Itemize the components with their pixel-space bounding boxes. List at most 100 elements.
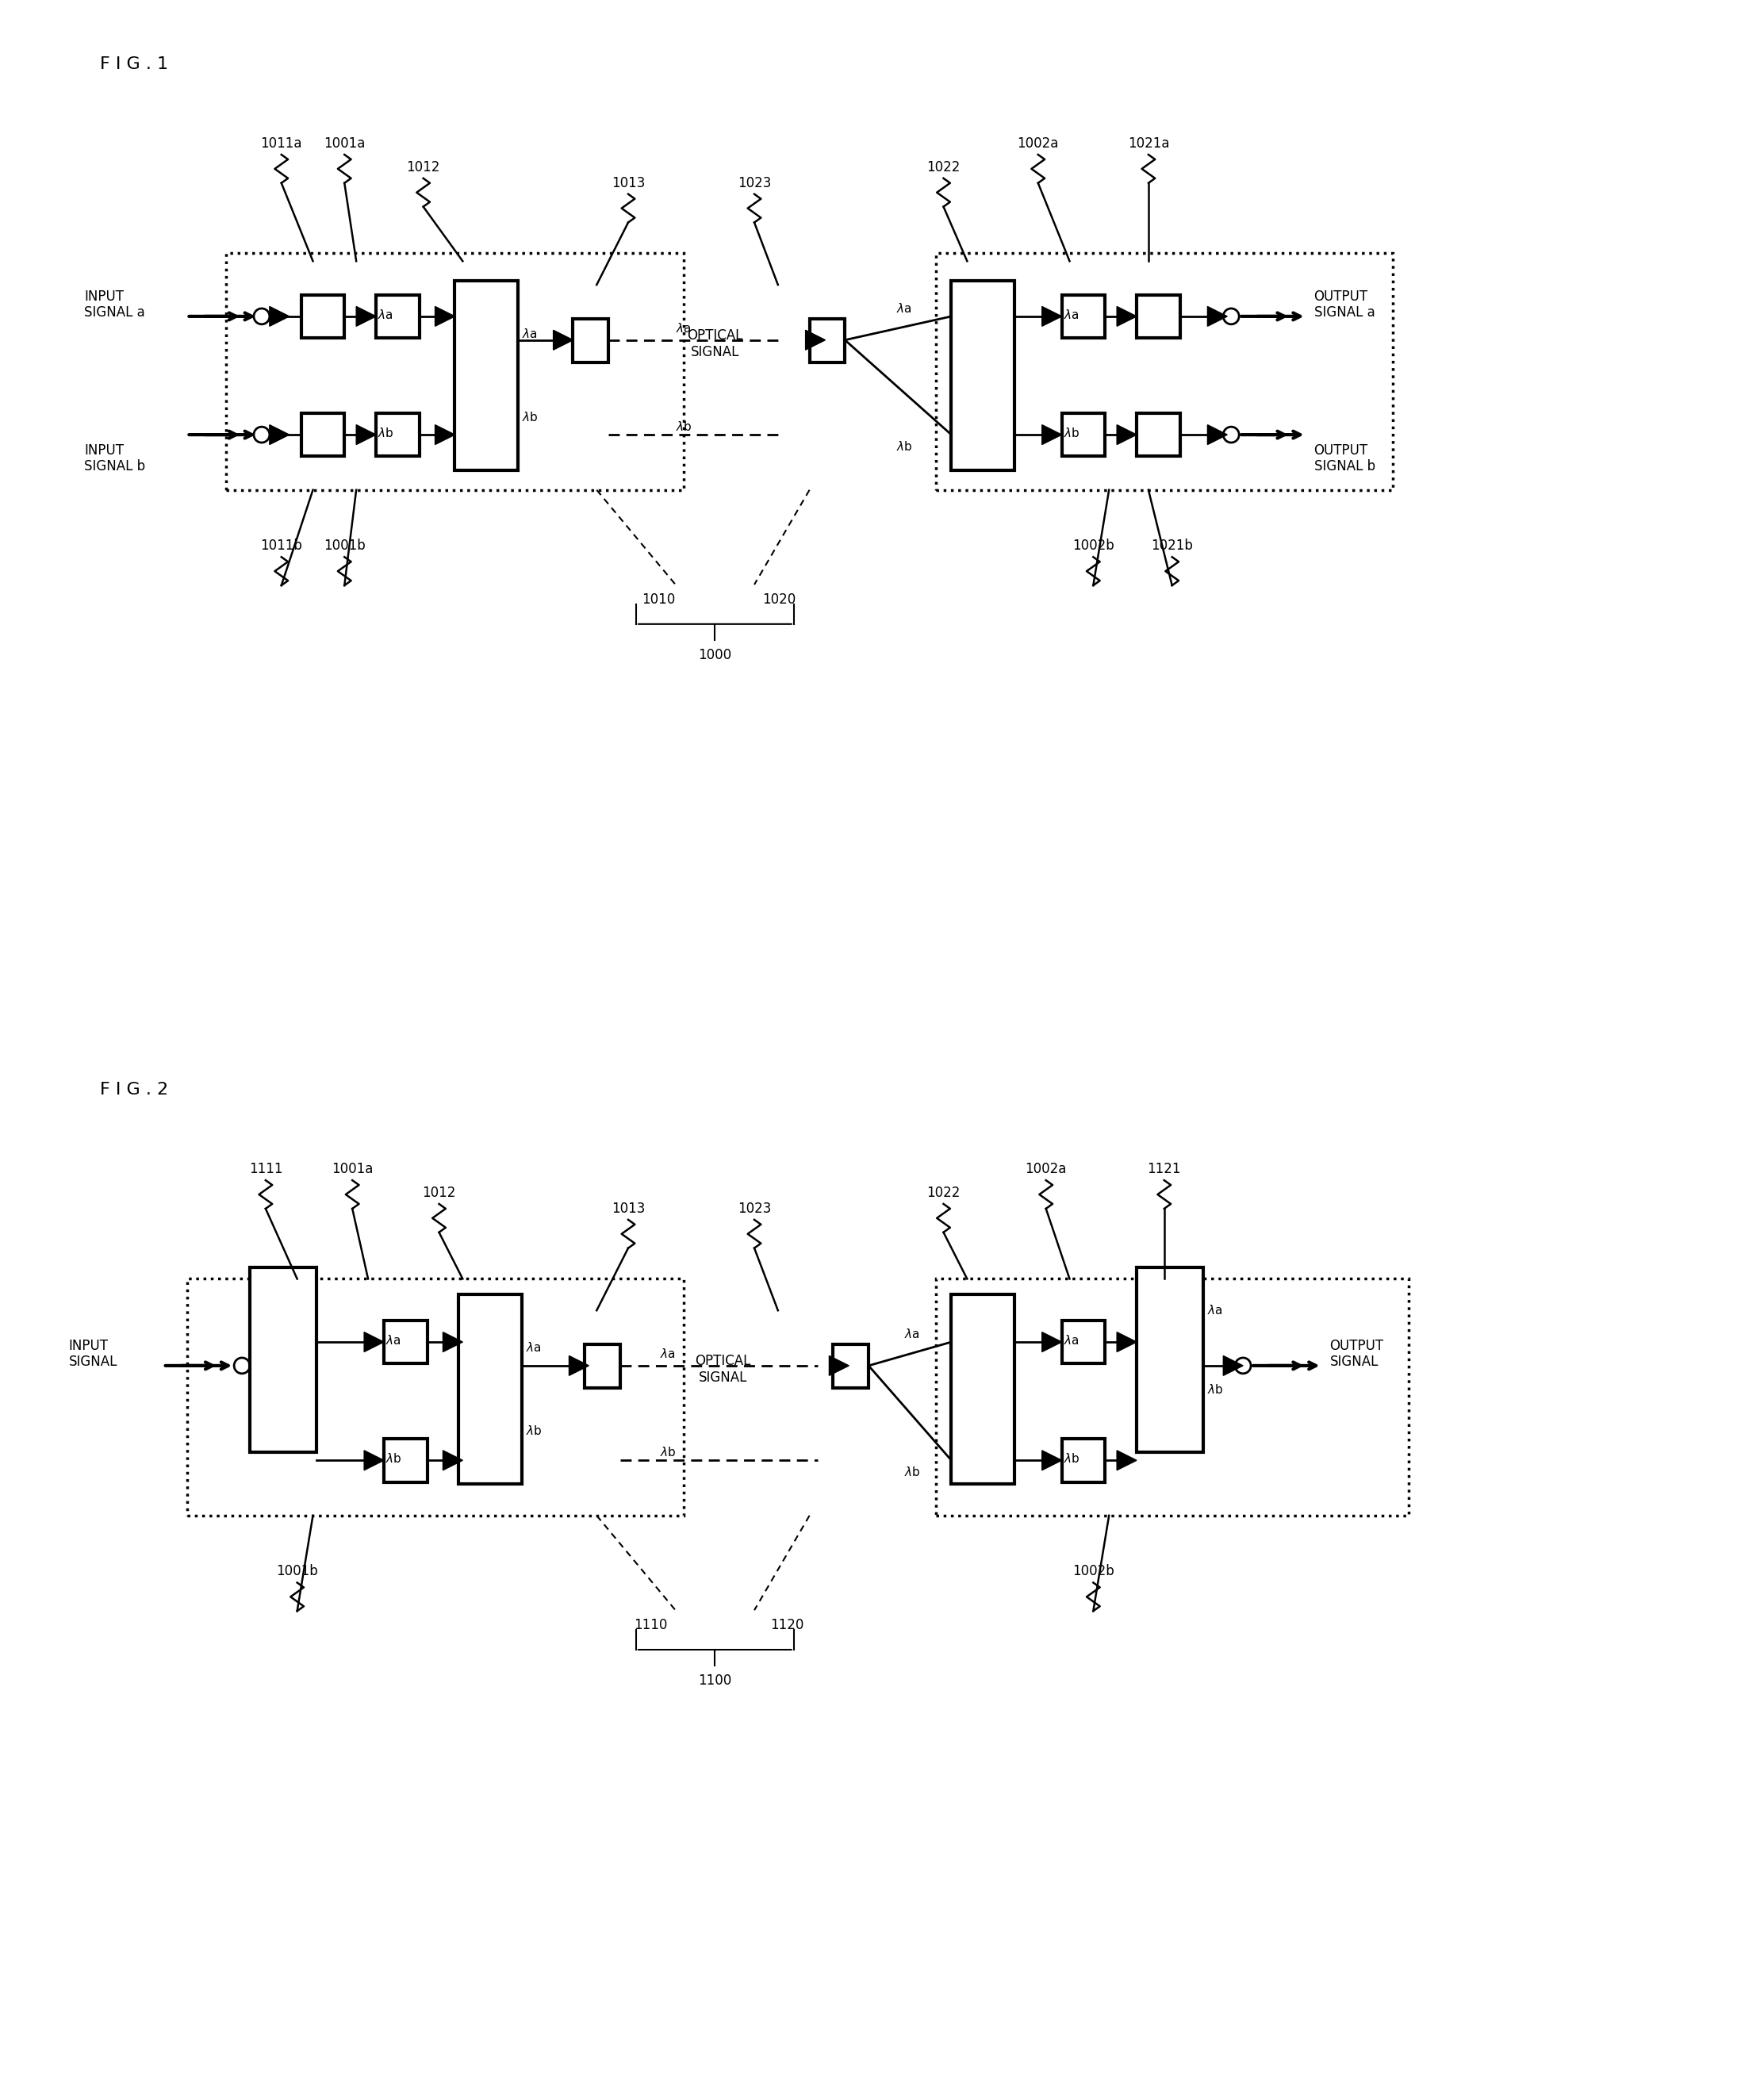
- Text: 1012: 1012: [406, 159, 439, 174]
- Text: $\lambda$b: $\lambda$b: [1064, 1453, 1080, 1466]
- Polygon shape: [1117, 1332, 1136, 1353]
- Bar: [1062, 1321, 1104, 1363]
- Text: OPTICAL
SIGNAL: OPTICAL SIGNAL: [686, 329, 743, 359]
- Bar: [226, 254, 683, 491]
- Text: $\lambda$a: $\lambda$a: [896, 302, 912, 315]
- Text: INPUT
SIGNAL b: INPUT SIGNAL b: [85, 442, 145, 474]
- Bar: [1136, 1267, 1203, 1453]
- Text: $\lambda$b: $\lambda$b: [385, 1453, 402, 1466]
- Polygon shape: [1208, 306, 1228, 327]
- Bar: [935, 1279, 1408, 1516]
- Text: 1002a: 1002a: [1018, 136, 1058, 151]
- Bar: [951, 1294, 1014, 1485]
- Polygon shape: [363, 1451, 385, 1470]
- Bar: [1136, 296, 1180, 338]
- Bar: [810, 319, 845, 363]
- Text: 1021b: 1021b: [1152, 539, 1192, 554]
- Polygon shape: [1043, 1451, 1062, 1470]
- Text: $\lambda$a: $\lambda$a: [1064, 308, 1080, 321]
- Text: 1023: 1023: [737, 1202, 771, 1216]
- Polygon shape: [1043, 306, 1062, 327]
- Text: 1120: 1120: [771, 1619, 804, 1631]
- Bar: [833, 1344, 868, 1388]
- Text: 1022: 1022: [926, 159, 960, 174]
- Text: 1001b: 1001b: [277, 1564, 318, 1579]
- Text: 1021a: 1021a: [1127, 136, 1170, 151]
- Text: 1100: 1100: [699, 1673, 732, 1688]
- Text: $\lambda$a: $\lambda$a: [385, 1334, 400, 1346]
- Bar: [250, 1267, 318, 1453]
- Text: OUTPUT
SIGNAL: OUTPUT SIGNAL: [1330, 1338, 1383, 1369]
- Text: $\lambda$a: $\lambda$a: [676, 321, 691, 336]
- Polygon shape: [270, 306, 289, 327]
- Text: 1001a: 1001a: [332, 1162, 374, 1176]
- Bar: [455, 281, 519, 470]
- Polygon shape: [570, 1357, 589, 1376]
- Text: F I G . 2: F I G . 2: [101, 1082, 168, 1097]
- Text: 1011b: 1011b: [261, 539, 302, 554]
- Text: F I G . 1: F I G . 1: [101, 57, 168, 71]
- Text: $\lambda$a: $\lambda$a: [660, 1348, 676, 1361]
- Bar: [573, 319, 609, 363]
- Polygon shape: [443, 1451, 462, 1470]
- Bar: [376, 296, 420, 338]
- Polygon shape: [1117, 1451, 1136, 1470]
- Bar: [187, 1279, 683, 1516]
- Text: $\lambda$b: $\lambda$b: [526, 1424, 542, 1436]
- Text: INPUT
SIGNAL a: INPUT SIGNAL a: [85, 289, 145, 321]
- Text: 1110: 1110: [633, 1619, 667, 1631]
- Polygon shape: [829, 1357, 848, 1376]
- Text: $\lambda$b: $\lambda$b: [905, 1466, 921, 1478]
- Bar: [1062, 1439, 1104, 1483]
- Text: OUTPUT
SIGNAL b: OUTPUT SIGNAL b: [1314, 442, 1376, 474]
- Bar: [459, 1294, 522, 1485]
- Polygon shape: [1043, 1332, 1062, 1353]
- Bar: [376, 413, 420, 457]
- Text: 1022: 1022: [926, 1185, 960, 1199]
- Text: 1000: 1000: [699, 648, 732, 663]
- Text: 1012: 1012: [422, 1185, 455, 1199]
- Polygon shape: [436, 426, 455, 445]
- Bar: [586, 1344, 621, 1388]
- Text: $\lambda$a: $\lambda$a: [377, 308, 393, 321]
- Polygon shape: [270, 426, 289, 445]
- Bar: [385, 1321, 427, 1363]
- Text: 1011a: 1011a: [261, 136, 302, 151]
- Text: 1013: 1013: [612, 1202, 646, 1216]
- Polygon shape: [1043, 426, 1062, 445]
- Text: $\lambda$b: $\lambda$b: [1208, 1384, 1224, 1397]
- Bar: [935, 254, 1394, 491]
- Text: INPUT
SIGNAL: INPUT SIGNAL: [69, 1338, 116, 1369]
- Text: $\lambda$b: $\lambda$b: [676, 421, 691, 434]
- Polygon shape: [806, 329, 826, 350]
- Text: $\lambda$b: $\lambda$b: [377, 428, 393, 440]
- Text: 1111: 1111: [249, 1162, 282, 1176]
- Bar: [1062, 413, 1104, 457]
- Text: OPTICAL
SIGNAL: OPTICAL SIGNAL: [695, 1355, 751, 1384]
- Text: $\lambda$b: $\lambda$b: [522, 411, 538, 424]
- Text: 1023: 1023: [737, 176, 771, 191]
- Text: $\lambda$b: $\lambda$b: [1064, 428, 1080, 440]
- Polygon shape: [436, 306, 455, 327]
- Text: $\lambda$a: $\lambda$a: [1064, 1334, 1080, 1346]
- Text: 1001a: 1001a: [323, 136, 365, 151]
- Text: 1001b: 1001b: [323, 539, 365, 554]
- Text: $\lambda$b: $\lambda$b: [896, 440, 912, 453]
- Polygon shape: [356, 426, 376, 445]
- Text: 1002b: 1002b: [1073, 539, 1115, 554]
- Bar: [1062, 296, 1104, 338]
- Polygon shape: [443, 1332, 462, 1353]
- Bar: [302, 413, 344, 457]
- Text: $\lambda$a: $\lambda$a: [526, 1342, 542, 1355]
- Polygon shape: [554, 329, 573, 350]
- Text: $\lambda$b: $\lambda$b: [660, 1447, 676, 1460]
- Text: 1020: 1020: [762, 593, 796, 606]
- Polygon shape: [356, 306, 376, 327]
- Polygon shape: [1222, 1357, 1244, 1376]
- Bar: [1136, 413, 1180, 457]
- Text: 1002a: 1002a: [1025, 1162, 1067, 1176]
- Bar: [951, 281, 1014, 470]
- Text: $\lambda$a: $\lambda$a: [522, 327, 538, 340]
- Text: OUTPUT
SIGNAL a: OUTPUT SIGNAL a: [1314, 289, 1374, 321]
- Text: $\lambda$a: $\lambda$a: [905, 1327, 919, 1340]
